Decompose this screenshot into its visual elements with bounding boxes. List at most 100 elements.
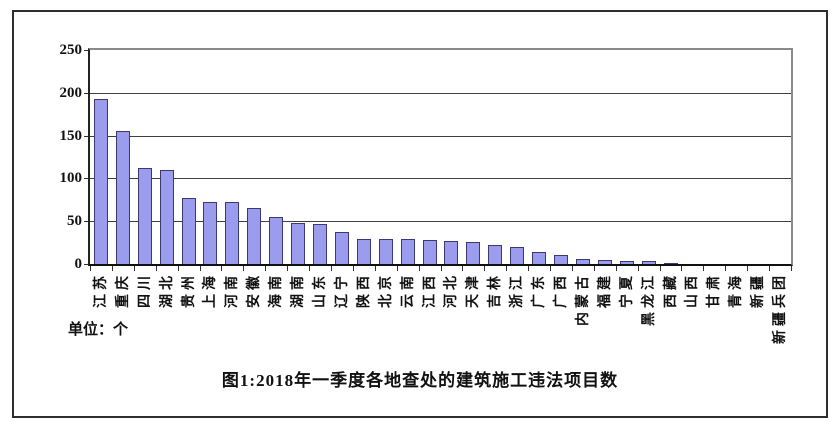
bar — [313, 223, 328, 264]
y-axis-label: 0 — [74, 256, 83, 272]
bar — [553, 255, 568, 264]
x-axis-tick — [506, 266, 508, 271]
bar-cell — [156, 50, 178, 264]
bar-cell — [221, 50, 243, 264]
x-axis-label: 山西 — [685, 272, 701, 308]
bar — [291, 222, 306, 264]
y-axis-label: 150 — [59, 127, 83, 144]
bar-cell — [769, 50, 791, 264]
bar-cell — [90, 50, 112, 264]
y-axis-tick — [84, 221, 88, 223]
x-axis-label: 四川 — [137, 272, 153, 308]
bar-cell — [419, 50, 441, 264]
x-axis-tick — [571, 266, 573, 271]
x-axis-tick — [593, 266, 595, 271]
bar-cell — [441, 50, 463, 264]
chart-title: 图1:2018年一季度各地查处的建筑施工违法项目数 — [221, 371, 619, 390]
plot-area — [88, 48, 793, 266]
bar — [597, 259, 612, 264]
x-axis-tick — [484, 266, 486, 271]
x-axis-tick — [528, 266, 530, 271]
x-axis-label: 辽宁 — [334, 272, 350, 308]
bar-cell — [528, 50, 550, 264]
x-axis-label: 青海 — [729, 272, 745, 308]
bar-cell — [134, 50, 156, 264]
bar — [510, 246, 525, 264]
bar-cell — [660, 50, 682, 264]
bar — [334, 232, 349, 264]
x-axis-label: 湖南 — [291, 272, 307, 308]
x-axis-tick — [637, 266, 639, 271]
x-axis-tick — [615, 266, 617, 271]
bar — [532, 252, 547, 264]
x-axis-label: 海南 — [269, 272, 285, 308]
bar-cell — [506, 50, 528, 264]
x-axis-tick — [309, 266, 311, 271]
x-axis-label: 吉林 — [488, 272, 504, 308]
x-axis-tick — [90, 266, 91, 271]
bar-cell — [375, 50, 397, 264]
bar-cell — [638, 50, 660, 264]
unit-label: 单位：个 — [68, 322, 129, 338]
x-axis-label: 上海 — [203, 272, 219, 308]
bar-cell — [747, 50, 769, 264]
bar — [619, 260, 634, 264]
bar — [422, 240, 437, 264]
gridline — [90, 92, 791, 94]
gridline — [90, 135, 791, 137]
x-axis-label: 新疆兵团 — [773, 272, 789, 344]
y-axis-tick — [84, 50, 88, 51]
x-axis-tick — [703, 266, 705, 271]
bar-cell — [550, 50, 572, 264]
x-axis-label: 浙江 — [510, 272, 526, 308]
bar — [466, 241, 481, 264]
bar-cell — [243, 50, 265, 264]
bar-cell — [462, 50, 484, 264]
bar — [444, 240, 459, 264]
y-axis-label: 100 — [59, 170, 83, 187]
bar-cell — [725, 50, 747, 264]
y-axis-label: 50 — [67, 213, 82, 230]
x-axis-label: 陕西 — [356, 272, 372, 308]
x-axis-label: 江苏 — [93, 272, 109, 308]
bar — [575, 258, 590, 264]
bar-cell — [703, 50, 725, 264]
y-axis-tick — [84, 264, 88, 265]
bar-cell — [353, 50, 375, 264]
x-axis-tick — [374, 266, 376, 271]
x-axis-tick — [199, 266, 201, 271]
bar — [378, 239, 393, 264]
x-axis-tick — [155, 266, 157, 271]
x-axis-tick — [769, 266, 771, 271]
bar-cell — [484, 50, 506, 264]
bar-cell — [397, 50, 419, 264]
x-axis-label: 宁夏 — [619, 272, 635, 308]
x-axis-tick — [418, 266, 420, 271]
x-axis-tick — [221, 266, 223, 271]
bar — [181, 198, 196, 264]
bar-cell — [200, 50, 222, 264]
x-axis-label: 内蒙古 — [575, 272, 591, 326]
x-axis-label: 云南 — [400, 272, 416, 308]
x-axis-tick — [330, 266, 332, 271]
bar-cell — [594, 50, 616, 264]
x-axis-label: 河北 — [444, 272, 460, 308]
x-axis-label: 河南 — [225, 272, 241, 308]
x-axis-label: 天津 — [466, 272, 482, 308]
bar — [225, 202, 240, 264]
x-axis-label: 西藏 — [663, 272, 679, 308]
bar — [488, 245, 503, 264]
bar — [663, 263, 678, 264]
x-axis-tick — [681, 266, 683, 271]
bar — [159, 169, 174, 264]
bar-cell — [572, 50, 594, 264]
bar-cell — [681, 50, 703, 264]
x-axis-label: 北京 — [378, 272, 394, 308]
x-axis-tick — [111, 266, 113, 271]
x-axis-label: 重庆 — [115, 272, 131, 308]
x-axis-tick — [747, 266, 749, 271]
chart-frame: 0 50 100 150 200 250 江苏 重庆 四川 湖北 贵州 上海 河南 安徽 海南 湖南 山东 辽宁… — [12, 10, 828, 418]
x-axis-tick — [440, 266, 442, 271]
x-axis-tick — [396, 266, 398, 271]
